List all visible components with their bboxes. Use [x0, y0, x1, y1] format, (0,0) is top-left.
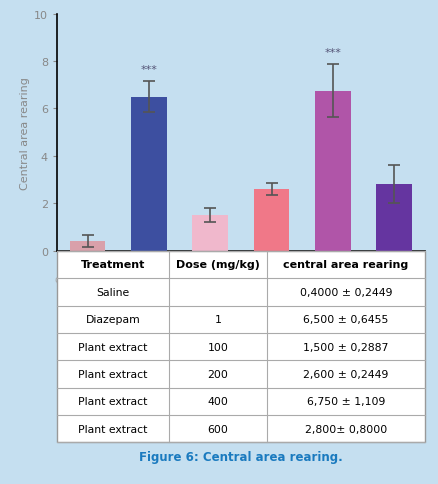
Bar	[376, 185, 412, 251]
Bar	[315, 91, 351, 251]
Text: Diazepam: Diazepam	[86, 315, 141, 325]
Text: Plant extract: Plant extract	[78, 424, 148, 434]
Text: Figure 6: Central area rearing.: Figure 6: Central area rearing.	[139, 450, 343, 463]
Text: Saline: Saline	[96, 287, 130, 297]
Text: Dose (mg/kg): Dose (mg/kg)	[176, 260, 260, 270]
Text: central area rearing: central area rearing	[283, 260, 408, 270]
Text: 200: 200	[208, 369, 228, 379]
Text: 2,800± 0,8000: 2,800± 0,8000	[305, 424, 387, 434]
Y-axis label: Central area rearing: Central area rearing	[20, 76, 30, 189]
Text: 100: 100	[208, 342, 228, 352]
Bar	[131, 97, 167, 251]
Text: ***: ***	[141, 65, 157, 75]
Text: 600: 600	[208, 424, 228, 434]
Bar	[192, 216, 228, 251]
Text: 1: 1	[215, 315, 221, 325]
Text: ***: ***	[325, 48, 341, 58]
Text: Plant extract: Plant extract	[78, 369, 148, 379]
Text: 400: 400	[208, 396, 228, 407]
Text: Treatment: Treatment	[81, 260, 145, 270]
Text: 6,750 ± 1,109: 6,750 ± 1,109	[307, 396, 385, 407]
Bar	[70, 242, 106, 251]
Bar	[254, 190, 290, 251]
Text: 0,4000 ± 0,2449: 0,4000 ± 0,2449	[300, 287, 392, 297]
Text: 1,500 ± 0,2887: 1,500 ± 0,2887	[303, 342, 389, 352]
Text: Plant extract: Plant extract	[78, 342, 148, 352]
Text: 2,600 ± 0,2449: 2,600 ± 0,2449	[303, 369, 389, 379]
Text: 6,500 ± 0,6455: 6,500 ± 0,6455	[303, 315, 389, 325]
Text: Plant extract: Plant extract	[78, 396, 148, 407]
